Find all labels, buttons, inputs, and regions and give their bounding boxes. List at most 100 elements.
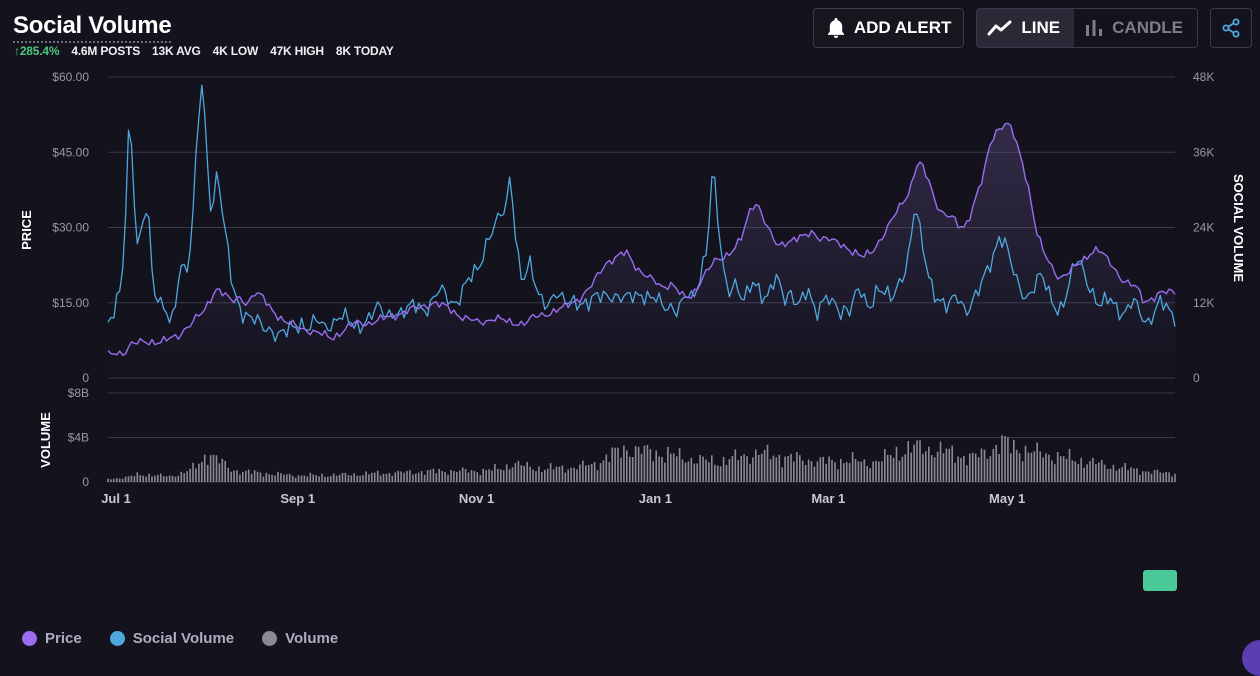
volume-bar [250, 473, 253, 482]
volume-bar [570, 467, 572, 482]
volume-bar [1051, 460, 1053, 482]
volume-bar [171, 475, 174, 482]
volume-bar [403, 472, 405, 482]
line-mode-label: LINE [1021, 18, 1061, 37]
volume-bar [787, 456, 789, 482]
volume-bar [1004, 436, 1006, 482]
volume-bar [963, 455, 965, 482]
stat-change-value: 285.4% [19, 44, 60, 58]
volume-bar [719, 466, 722, 482]
volume-bar [714, 464, 716, 482]
volume-bar [230, 471, 232, 482]
volume-bar [456, 471, 458, 482]
chart-legend: Price Social Volume Volume [22, 630, 338, 647]
volume-bar [734, 449, 737, 482]
volume-bar [145, 476, 147, 482]
volume-bar [1153, 470, 1156, 482]
volume-bar [708, 462, 710, 482]
volume-bar [1074, 461, 1077, 482]
volume-bar [848, 463, 851, 482]
volume-bar [831, 460, 833, 482]
volume-bar [957, 456, 959, 482]
volume-bar [447, 474, 449, 482]
line-mode-button[interactable]: LINE [977, 9, 1075, 47]
volume-bar [925, 451, 927, 482]
volume-bar [312, 474, 315, 482]
volume-bar [1136, 468, 1138, 482]
volume-bar [306, 476, 309, 482]
volume-bar [526, 462, 529, 482]
volume-bar [444, 472, 446, 482]
volume-bar [904, 454, 907, 482]
annotation-marker[interactable] [1143, 570, 1177, 591]
volume-bar [593, 462, 596, 482]
volume-bar [189, 468, 191, 482]
volume-axis-ticks: $8B $4B 0 [68, 386, 90, 489]
volume-bar [690, 457, 693, 482]
volume-bar [470, 470, 473, 482]
volume-bar [966, 465, 968, 482]
legend-item-social[interactable]: Social Volume [109, 630, 235, 647]
volume-bar [233, 470, 235, 482]
volume-bar [807, 459, 810, 482]
volume-bar [658, 456, 660, 482]
volume-bar [755, 449, 757, 482]
volume-bar [303, 475, 306, 482]
volume-bar [529, 466, 531, 482]
volume-bar [1130, 467, 1132, 482]
volume-bar [980, 448, 983, 482]
volume-bar [561, 465, 564, 482]
volume-bar [541, 472, 543, 482]
social-volume-line [107, 84, 1176, 343]
volume-bar [441, 471, 444, 482]
volume-bar [426, 470, 429, 482]
legend-item-volume[interactable]: Volume [262, 630, 338, 647]
share-button[interactable] [1210, 8, 1252, 48]
volume-bar [1092, 457, 1094, 482]
volume-bar [954, 462, 956, 482]
volume-bar [435, 473, 438, 482]
volume-bar [183, 473, 186, 482]
volume-bar [579, 464, 581, 482]
volume-bar [1065, 458, 1068, 482]
volume-bar [327, 476, 329, 482]
volume-bar [878, 461, 880, 482]
volume-bar [854, 459, 857, 482]
candle-mode-button[interactable]: CANDLE [1074, 9, 1197, 47]
social-axis-ticks: 48K 36K 24K 12K 0 [1193, 70, 1214, 385]
volume-bar [564, 472, 567, 482]
volume-bar [661, 457, 663, 482]
volume-bar [113, 478, 115, 482]
volume-bar [1077, 464, 1080, 482]
volume-bar [971, 452, 974, 482]
stats-row: ↑285.4% 4.6M POSTS 13K AVG 4K LOW 47K HI… [14, 44, 394, 58]
volume-bar [910, 452, 913, 482]
volume-bar [271, 474, 273, 482]
volume-bar [1165, 472, 1168, 482]
volume-bar [784, 456, 786, 482]
volume-bar [511, 467, 514, 482]
add-alert-button[interactable]: ADD ALERT [812, 8, 965, 48]
stat-avg: 13K AVG [152, 44, 201, 58]
volume-bar [239, 474, 241, 482]
volume-bar [851, 452, 854, 482]
volume-bar [1174, 473, 1176, 482]
volume-bar [283, 474, 285, 482]
volume-bar [1015, 449, 1018, 482]
chat-widget-button[interactable] [1242, 640, 1260, 676]
volume-bar [1033, 451, 1036, 482]
volume-bar [605, 454, 608, 482]
legend-label-social: Social Volume [132, 630, 235, 647]
stat-posts: 4.6M POSTS [71, 44, 141, 58]
volume-bar [514, 463, 517, 482]
volume-bar [558, 466, 561, 482]
volume-bar [221, 458, 224, 482]
volume-bar [247, 469, 250, 482]
volume-bar [420, 471, 423, 482]
volume-bar [268, 474, 271, 482]
legend-item-price[interactable]: Price [22, 630, 82, 647]
volume-bar [350, 475, 353, 482]
volume-bar [1095, 464, 1097, 482]
volume-bar [702, 456, 704, 482]
volume-bar [596, 470, 599, 482]
